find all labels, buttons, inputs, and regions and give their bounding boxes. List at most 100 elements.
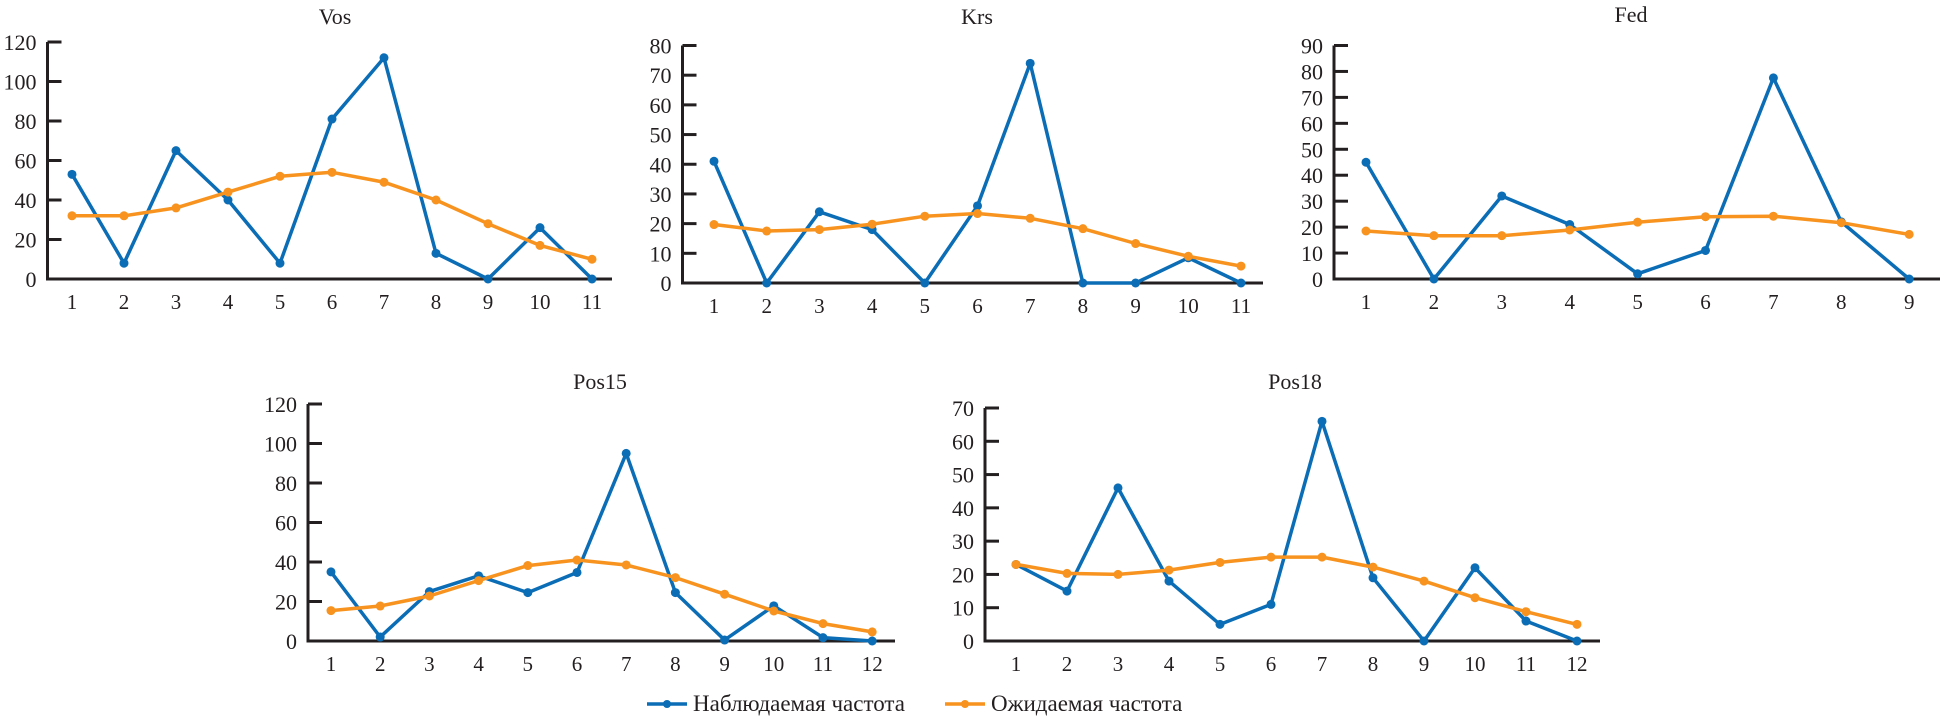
y-tick-label-fed: 70	[1301, 85, 1323, 110]
data-point-expected-fed	[1361, 226, 1371, 236]
data-point-expected-pos15	[375, 601, 385, 611]
y-tick-label-pos15: 80	[275, 471, 297, 496]
series-line-expected-krs	[712, 211, 1243, 268]
chart-title-fed: Fed	[1615, 2, 1648, 27]
y-tick-label-pos15: 0	[286, 629, 297, 654]
data-point-observed-krs	[1025, 58, 1035, 68]
series-line-observed-pos15	[329, 451, 874, 643]
y-tick-label-vos: 20	[15, 228, 37, 253]
x-tick-label-pos15: 1	[326, 652, 337, 676]
data-point-observed-pos15	[720, 635, 730, 645]
data-point-observed-vos	[223, 195, 233, 205]
y-tick-label-pos18: 70	[952, 396, 974, 421]
data-point-expected-pos18	[1470, 593, 1480, 603]
data-point-expected-pos15	[326, 606, 336, 616]
data-point-observed-pos15	[523, 588, 533, 598]
data-point-expected-vos	[67, 211, 77, 221]
x-tick-label-fed: 9	[1904, 290, 1915, 314]
data-point-observed-vos	[483, 274, 493, 284]
data-point-observed-krs	[973, 201, 982, 211]
x-tick-label-vos: 3	[171, 290, 182, 314]
y-tick-label-vos: 40	[15, 188, 37, 213]
y-tick-label-pos18: 60	[952, 429, 974, 454]
data-point-observed-krs	[1131, 278, 1141, 288]
y-tick-label-krs: 70	[650, 63, 672, 88]
x-tick-label-pos15: 11	[813, 652, 833, 676]
data-point-observed-fed	[1768, 73, 1778, 83]
x-tick-label-krs: 11	[1231, 294, 1251, 318]
data-point-expected-fed	[1633, 217, 1643, 227]
x-tick-label-fed: 7	[1768, 290, 1779, 314]
x-tick-label-pos15: 4	[473, 652, 484, 676]
x-tick-label-fed: 3	[1497, 290, 1508, 314]
chart-title-vos: Vos	[319, 4, 352, 29]
data-point-observed-pos18	[1164, 576, 1174, 586]
y-tick-label-vos: 120	[4, 30, 37, 55]
legend-expected-line-icon	[944, 700, 985, 708]
data-point-expected-vos	[535, 240, 545, 250]
y-tick-label-fed: 80	[1301, 59, 1323, 84]
data-point-expected-pos15	[424, 591, 434, 601]
x-tick-label-vos: 11	[582, 290, 602, 314]
x-tick-label-pos18: 10	[1465, 652, 1486, 676]
x-tick-label-krs: 8	[1078, 294, 1089, 318]
data-point-observed-fed	[1429, 274, 1439, 284]
x-tick-label-vos: 7	[379, 290, 390, 314]
x-tick-label-pos18: 8	[1368, 652, 1379, 676]
data-point-expected-fed	[1768, 211, 1778, 221]
y-tick-label-vos: 80	[15, 109, 37, 134]
x-tick-label-pos15: 6	[572, 652, 583, 676]
data-point-expected-fed	[1429, 231, 1439, 241]
data-point-expected-vos	[275, 171, 285, 181]
data-point-observed-pos18	[1113, 483, 1123, 493]
x-tick-label-fed: 6	[1700, 290, 1711, 314]
x-tick-label-vos: 9	[483, 290, 494, 314]
x-tick-label-vos: 1	[67, 290, 78, 314]
series-line-expected-pos18	[1014, 555, 1579, 627]
legend-label-observed: Наблюдаемая частота	[693, 691, 905, 716]
data-point-observed-pos15	[375, 632, 385, 642]
x-tick-label-pos15: 5	[523, 652, 534, 676]
data-point-observed-pos15	[621, 448, 631, 458]
legend-item-observed: Наблюдаемая частота	[645, 690, 905, 718]
x-tick-label-pos15: 3	[424, 652, 435, 676]
y-tick-label-fed: 90	[1301, 34, 1323, 59]
data-point-expected-pos15	[523, 561, 533, 571]
data-point-expected-krs	[973, 209, 982, 219]
data-point-observed-pos18	[1572, 636, 1582, 646]
data-point-observed-krs	[1078, 278, 1088, 288]
data-point-expected-krs	[762, 226, 772, 236]
y-tick-label-pos15: 60	[275, 511, 297, 536]
data-point-expected-pos18	[1164, 565, 1174, 575]
data-point-expected-fed	[1565, 225, 1575, 235]
data-point-observed-vos	[431, 248, 441, 258]
chart-panel-vos: Vos 0 20 40 60 80 100 120 1 2 3 4 5 6 7 8 9 10 11	[4, 4, 612, 314]
data-point-expected-vos	[379, 177, 389, 187]
x-tick-label-fed: 8	[1836, 290, 1847, 314]
data-point-expected-fed	[1904, 229, 1914, 239]
data-point-expected-pos15	[867, 627, 877, 637]
x-tick-label-pos18: 5	[1215, 652, 1226, 676]
x-tick-label-pos18: 12	[1567, 652, 1588, 676]
data-point-expected-vos	[327, 167, 337, 177]
x-tick-label-krs: 5	[920, 294, 931, 318]
data-point-observed-pos15	[818, 633, 828, 643]
data-point-expected-pos18	[1215, 557, 1225, 567]
data-point-expected-pos18	[1266, 552, 1276, 562]
chart-title-krs: Krs	[961, 4, 993, 29]
x-tick-label-pos18: 9	[1419, 652, 1430, 676]
y-tick-label-vos: 0	[26, 267, 37, 292]
data-point-expected-krs	[1025, 213, 1035, 223]
y-tick-label-fed: 50	[1301, 137, 1323, 162]
y-tick-label-fed: 40	[1301, 163, 1323, 188]
data-point-expected-vos	[223, 187, 233, 197]
data-point-observed-vos	[535, 223, 545, 233]
x-tick-label-pos18: 2	[1062, 652, 1073, 676]
x-tick-label-pos15: 12	[862, 652, 883, 676]
data-point-observed-pos15	[326, 567, 336, 577]
data-point-observed-krs	[814, 207, 824, 217]
y-tick-label-krs: 50	[650, 123, 672, 148]
y-tick-label-fed: 10	[1301, 241, 1323, 266]
